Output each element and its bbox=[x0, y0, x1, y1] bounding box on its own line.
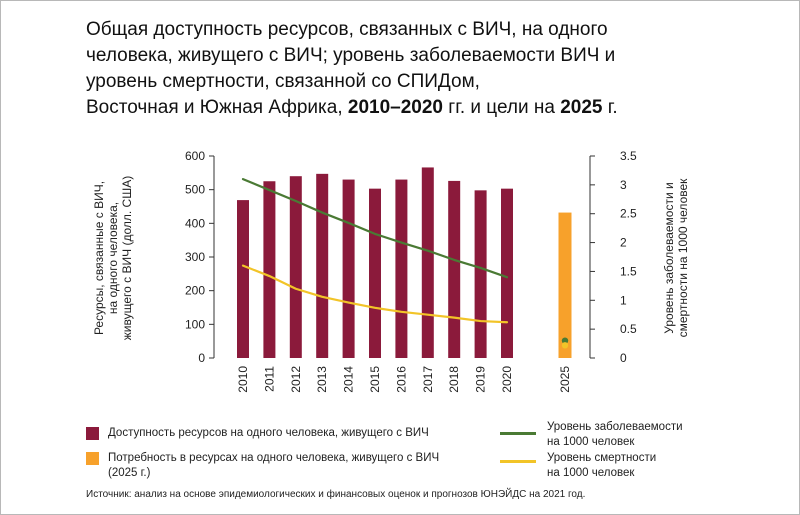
right-tick-label: 2 bbox=[620, 236, 627, 250]
x-tick-label: 2016 bbox=[394, 366, 408, 393]
x-tick-label: 2017 bbox=[421, 366, 435, 393]
legend-swatch-resources bbox=[86, 427, 99, 440]
x-tick-label: 2015 bbox=[368, 366, 382, 393]
left-tick-label: 300 bbox=[185, 250, 205, 264]
right-axis-title: Уровень заболеваемости исмертности на 10… bbox=[662, 178, 690, 338]
title-line-4: Восточная и Южная Африка, 2010–2020 гг. … bbox=[86, 97, 618, 118]
title-line-3: уровень смертности, связанной со СПИДом, bbox=[86, 71, 480, 92]
legend-label-mortality: Уровень смертности на 1000 человек bbox=[547, 452, 657, 479]
source-note: Источник: анализ на основе эпидемиологич… bbox=[86, 489, 586, 500]
x-tick-label: 2019 bbox=[474, 366, 488, 393]
right-tick-label: 3 bbox=[620, 178, 627, 192]
bar-resources bbox=[395, 179, 408, 358]
left-tick-label: 0 bbox=[198, 351, 205, 365]
bar-resources bbox=[421, 167, 434, 358]
chart-title: Общая доступность ресурсов, связанных с … bbox=[86, 17, 776, 121]
legend-label-incidence: Уровень заболеваемости на 1000 человек bbox=[547, 421, 683, 448]
x-tick-label: 2010 bbox=[236, 366, 250, 393]
x-tick-label: 2011 bbox=[262, 366, 276, 392]
point-mortality-2025 bbox=[561, 342, 569, 349]
point-incidence-2025 bbox=[561, 337, 569, 344]
bar-resources bbox=[501, 188, 513, 358]
bar-resources bbox=[474, 190, 487, 358]
left-tick-label: 500 bbox=[185, 183, 205, 197]
line-mortality bbox=[241, 264, 509, 324]
right-tick-label: 2.5 bbox=[620, 207, 637, 221]
left-tick-label: 200 bbox=[185, 284, 205, 298]
left-tick-label: 400 bbox=[185, 216, 205, 230]
legend-label-resources: Доступность ресурсов на одного человека,… bbox=[108, 427, 429, 439]
left-axis-title: Ресурсы, связанные с ВИЧ,на одного челов… bbox=[92, 176, 134, 340]
bar-resources bbox=[448, 180, 461, 358]
x-tick-label: 2018 bbox=[447, 366, 461, 393]
x-tick-label: 2020 bbox=[500, 366, 514, 393]
title-line-1: Общая доступность ресурсов, связанных с … bbox=[86, 19, 608, 40]
line-incidence bbox=[241, 177, 509, 279]
right-tick-label: 0.5 bbox=[620, 322, 637, 336]
bar-resources bbox=[263, 181, 276, 358]
legend-swatch-incidence bbox=[500, 432, 536, 435]
bar-resources bbox=[237, 200, 249, 358]
x-tick-label: 2012 bbox=[289, 366, 303, 393]
legend-label-need: Потребность в ресурсах на одного человек… bbox=[108, 452, 440, 479]
right-tick-label: 3.5 bbox=[620, 149, 637, 163]
legend-swatch-need bbox=[86, 452, 99, 465]
right-tick-label: 0 bbox=[620, 351, 627, 365]
bar-target-2025 bbox=[558, 212, 572, 358]
bar-resources bbox=[289, 176, 302, 358]
chart-plot: 0 100 200 300 400 500 600 0 0.5 1 1.5 2 2.5 3 3.5 2010 2… bbox=[92, 149, 690, 393]
x-tick-label: 2014 bbox=[342, 366, 356, 393]
right-tick-label: 1.5 bbox=[620, 264, 637, 278]
x-tick-label: 2025 bbox=[558, 366, 572, 393]
bar-resources bbox=[342, 179, 355, 358]
x-tick-label: 2013 bbox=[315, 366, 329, 393]
left-tick-label: 100 bbox=[185, 317, 205, 331]
right-tick-label: 1 bbox=[620, 293, 627, 307]
bar-resources bbox=[316, 173, 329, 358]
bar-resources bbox=[369, 188, 381, 358]
left-tick-label: 600 bbox=[185, 149, 205, 163]
title-line-2: человека, живущего с ВИЧ; уровень заболе… bbox=[86, 45, 616, 66]
legend-swatch-mortality bbox=[500, 460, 536, 463]
